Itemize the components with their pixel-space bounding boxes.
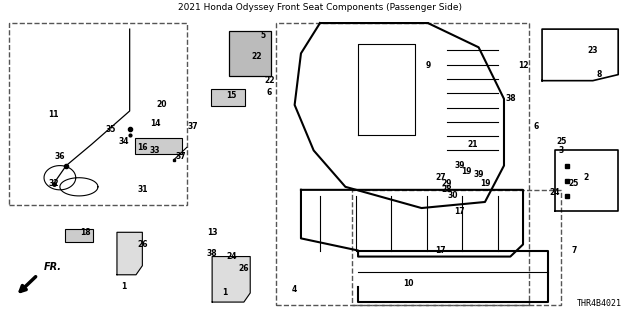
Text: 13: 13 [207, 228, 218, 237]
Text: 6: 6 [267, 88, 272, 97]
Text: 37: 37 [188, 122, 198, 131]
Text: 15: 15 [226, 91, 236, 100]
Title: 2021 Honda Odyssey Front Seat Components (Passenger Side): 2021 Honda Odyssey Front Seat Components… [178, 3, 462, 12]
Text: 38: 38 [207, 249, 218, 258]
Text: 17: 17 [435, 246, 446, 255]
Text: 24: 24 [550, 188, 560, 197]
Text: 38: 38 [505, 94, 516, 103]
Text: 7: 7 [571, 246, 577, 255]
Text: 1: 1 [222, 288, 227, 298]
Text: 14: 14 [150, 119, 160, 128]
Text: 6: 6 [533, 122, 538, 131]
Text: FR.: FR. [44, 262, 62, 272]
Text: 35: 35 [106, 125, 116, 134]
Text: 8: 8 [596, 70, 602, 79]
Text: 29: 29 [442, 179, 452, 188]
Text: 24: 24 [226, 252, 236, 261]
Text: 17: 17 [454, 207, 465, 216]
Text: 33: 33 [150, 146, 160, 155]
Text: 12: 12 [518, 61, 528, 70]
Text: 28: 28 [442, 185, 452, 194]
FancyBboxPatch shape [135, 138, 182, 154]
Text: 23: 23 [588, 46, 598, 55]
Text: 36: 36 [54, 152, 65, 161]
Polygon shape [117, 232, 142, 275]
Text: 4: 4 [292, 285, 297, 294]
Text: 2: 2 [584, 173, 589, 182]
Text: 39: 39 [474, 170, 484, 179]
Polygon shape [212, 257, 250, 302]
FancyBboxPatch shape [229, 31, 271, 76]
Text: 25: 25 [556, 137, 566, 146]
Text: 26: 26 [137, 240, 148, 249]
Text: 5: 5 [260, 31, 266, 40]
Text: 18: 18 [80, 228, 91, 237]
Text: 3: 3 [559, 146, 564, 155]
Text: 19: 19 [480, 179, 490, 188]
Text: 20: 20 [156, 100, 166, 109]
Text: 22: 22 [252, 52, 262, 61]
FancyBboxPatch shape [211, 89, 245, 106]
Text: 37: 37 [175, 152, 186, 161]
Bar [9, 23, 187, 205]
Text: 31: 31 [137, 185, 148, 194]
Text: 30: 30 [448, 191, 458, 200]
Bar [276, 23, 529, 305]
Text: 26: 26 [239, 264, 249, 273]
Text: 39: 39 [454, 161, 465, 170]
Text: 10: 10 [404, 279, 414, 288]
Text: 16: 16 [137, 143, 148, 152]
Bar [352, 190, 561, 305]
Text: 25: 25 [568, 179, 579, 188]
Text: 32: 32 [48, 179, 59, 188]
Text: 1: 1 [121, 282, 126, 292]
Text: 34: 34 [118, 137, 129, 146]
Text: 11: 11 [48, 109, 59, 118]
Text: 19: 19 [461, 167, 471, 176]
Text: 9: 9 [425, 61, 431, 70]
Text: THR4B4021: THR4B4021 [577, 299, 621, 308]
Text: 21: 21 [467, 140, 477, 149]
FancyBboxPatch shape [65, 229, 93, 242]
Text: 27: 27 [435, 173, 446, 182]
Text: 22: 22 [264, 76, 275, 85]
